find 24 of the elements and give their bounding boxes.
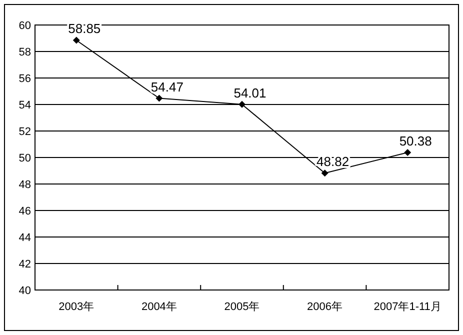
y-tick-label: 54 xyxy=(18,99,31,112)
point xyxy=(156,94,163,102)
x-tick-label: 2005年 xyxy=(224,301,260,313)
data-label: 54.01 xyxy=(234,85,266,100)
y-tick-label: 56 xyxy=(18,72,31,85)
x-tick-label: 2003年 xyxy=(58,301,94,313)
data-label: 54.47 xyxy=(150,79,184,94)
point xyxy=(238,100,246,108)
x-tick-label: 2007年1-11月 xyxy=(374,301,442,313)
y-tick-label: 48 xyxy=(18,178,31,191)
point xyxy=(72,36,80,44)
y-tick-label: 58 xyxy=(18,46,31,58)
y-tick-label: 46 xyxy=(18,205,31,218)
point xyxy=(404,148,412,156)
point xyxy=(321,170,328,177)
y-tick-label: 60 xyxy=(18,20,31,32)
y-tick-label: 40 xyxy=(18,284,31,297)
x-tick-label: 2006年 xyxy=(307,301,343,313)
x-tick-label: 2004年 xyxy=(141,301,177,313)
y-tick-label: 50 xyxy=(18,152,31,164)
data-label: 50.38 xyxy=(399,133,432,148)
y-tick-label: 44 xyxy=(18,232,31,244)
y-tick-label: 42 xyxy=(18,258,31,270)
y-tick-label: 52 xyxy=(18,126,31,138)
